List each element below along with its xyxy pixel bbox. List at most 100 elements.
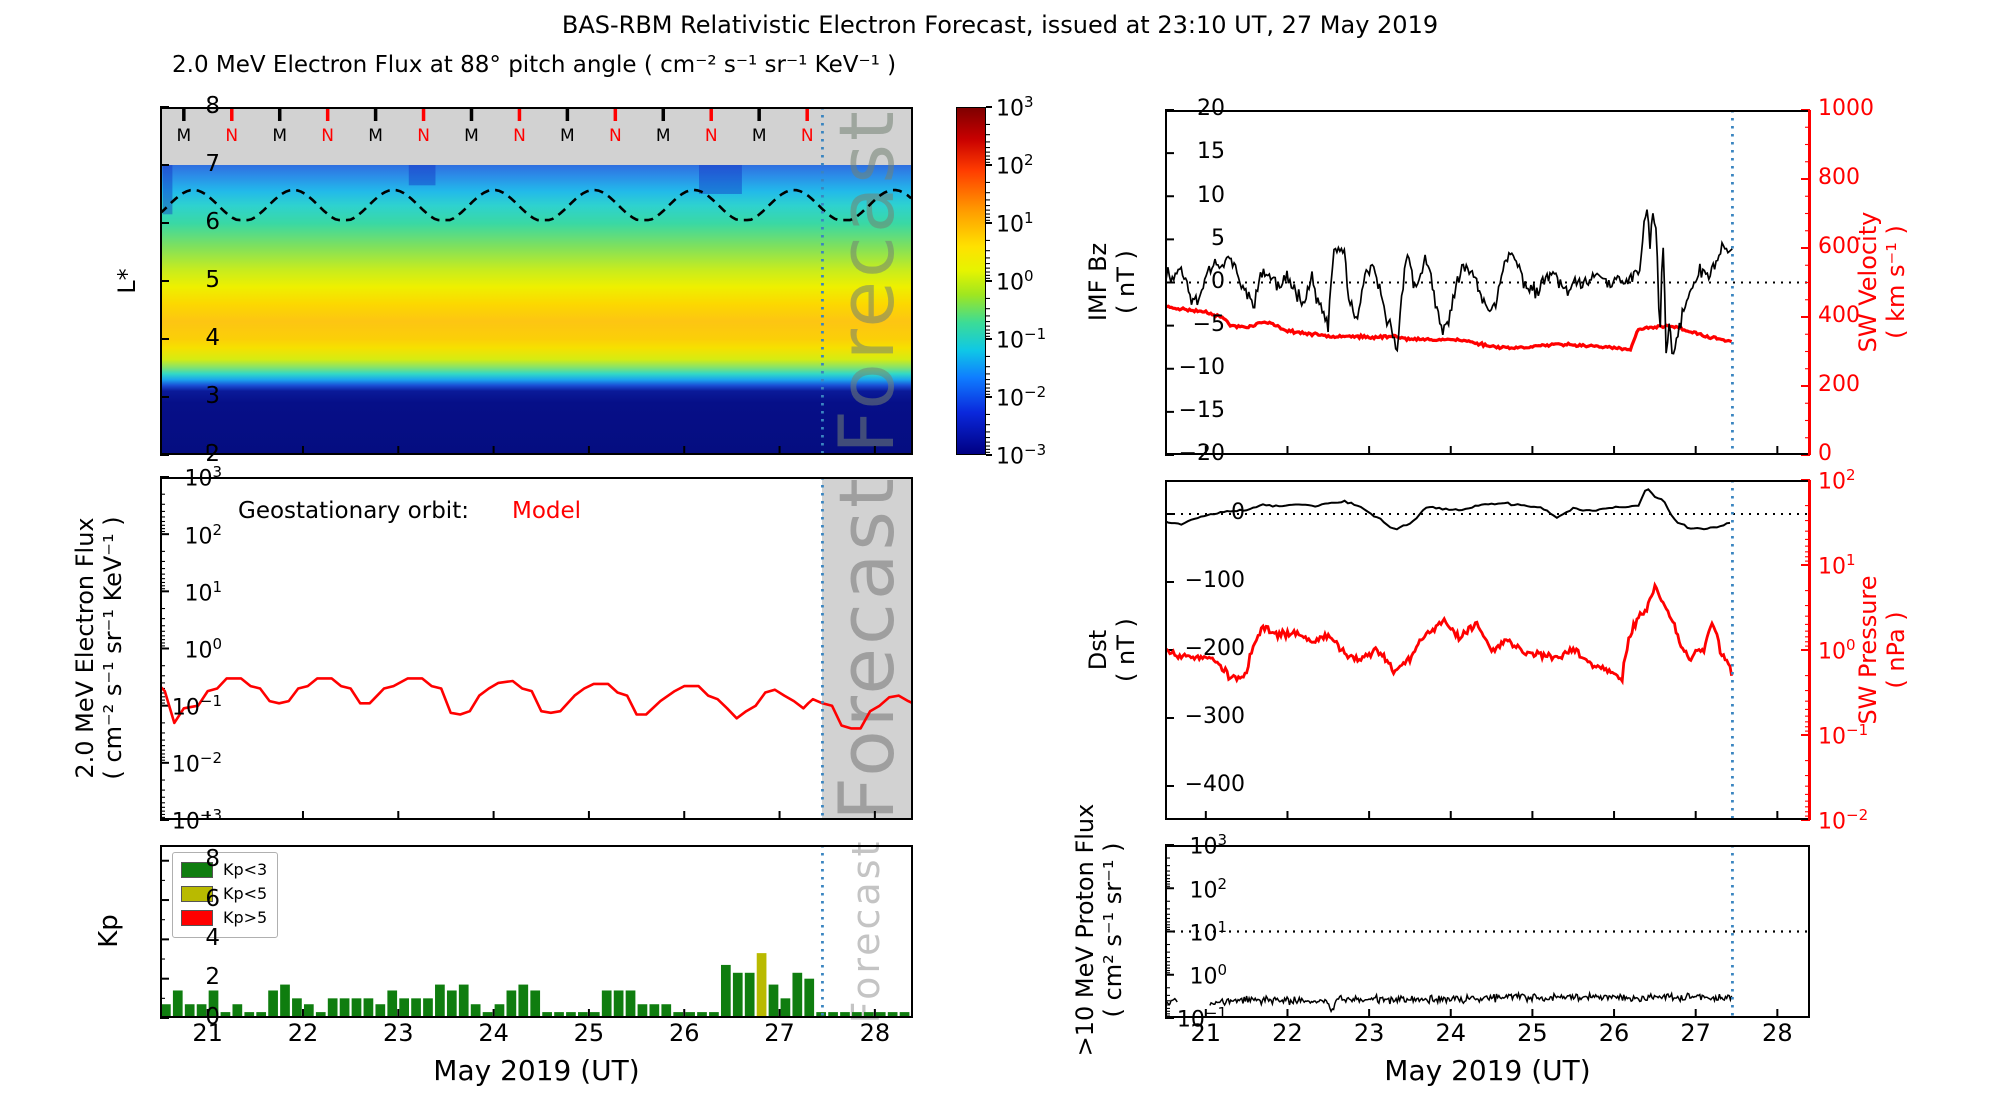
kp-bar: [780, 998, 791, 1017]
velocity-axis-spine: [1807, 110, 1811, 455]
kp-ytick-label: 6: [205, 885, 220, 912]
mlt-band-label: M: [560, 126, 575, 147]
kp-bar: [613, 990, 624, 1017]
kp-bar: [661, 1004, 672, 1017]
mlt-band-label: M: [176, 126, 192, 147]
kp-bar: [589, 1012, 600, 1017]
mlt-band-label: N: [704, 126, 718, 147]
proton-flux-line: [1165, 997, 1178, 1006]
kp-xlabel: May 2019 (UT): [433, 1054, 640, 1087]
mlt-band-label: N: [608, 126, 622, 147]
kp-bar: [709, 1012, 719, 1017]
colorbar-tick-label: 100: [996, 267, 1034, 296]
proton-xlabel: May 2019 (UT): [1384, 1054, 1591, 1087]
flux-ytick-label: 10−2: [171, 749, 222, 778]
geo-orbit-annotation: Geostationary orbit:: [238, 498, 469, 524]
electron-flux-heatmap: [160, 165, 913, 455]
pressure-axis-spine: [1807, 480, 1811, 820]
flux-ytick-label: 10−3: [171, 806, 222, 835]
kp-bar: [280, 984, 290, 1017]
kp-ytick-label: 0: [205, 1003, 220, 1030]
heatmap-dark-patch: [162, 165, 173, 215]
kp-bar: [196, 1004, 207, 1017]
kp-bar: [256, 1012, 267, 1017]
kp-bar: [792, 972, 803, 1017]
kp-bar: [387, 990, 398, 1017]
mlt-band-label: N: [417, 126, 430, 147]
bz-ytick-label: 15: [1197, 139, 1225, 165]
kp-bar: [697, 1012, 707, 1017]
proton-xtick-label: 27: [1680, 1019, 1711, 1048]
imf-bz-line: [1165, 209, 1733, 355]
kp-bar: [232, 1004, 243, 1017]
heatmap-ytick-label: 6: [205, 208, 220, 235]
kp-legend: Kp<3 Kp<5 Kp>5: [172, 852, 279, 938]
proton-xtick-label: 22: [1272, 1019, 1303, 1048]
kp-bar: [494, 1004, 505, 1017]
bz-ylabel: IMF Bz ( nT ): [1084, 242, 1140, 322]
kp-bar: [637, 1004, 648, 1017]
kp-legend-row-mid: Kp<5: [181, 884, 267, 903]
kp-bar: [518, 984, 529, 1017]
dst-ytick-label: −200: [1184, 636, 1245, 662]
mlt-band-label: M: [272, 126, 288, 147]
kp-xtick-label: 22: [287, 1019, 319, 1048]
kp-mid-label: Kp<5: [223, 884, 268, 903]
mlt-band-label: M: [751, 126, 767, 147]
kp-bar: [863, 1012, 874, 1017]
kp-xtick-label: 25: [573, 1019, 605, 1048]
sw-pressure-line: [1165, 581, 1733, 686]
heatmap-ylabel: L*: [113, 268, 142, 294]
kp-bar: [875, 1012, 886, 1017]
velocity-ytick-label: 0: [1818, 441, 1832, 467]
pressure-ytick-label: 10−2: [1818, 806, 1869, 835]
mlt-band-label: M: [368, 126, 383, 147]
mlt-band-label: M: [464, 126, 479, 147]
dst-ytick-label: 0: [1231, 500, 1245, 526]
mlt-band-label: N: [800, 126, 814, 147]
flux-ytick-label: 102: [184, 520, 222, 549]
kp-ytick-label: 2: [205, 964, 220, 991]
proton-flux-line: [1209, 990, 1733, 1014]
kp-bar: [673, 1012, 684, 1017]
flux-ytick-label: 101: [184, 577, 222, 607]
kp-bar: [435, 984, 445, 1017]
proton-xtick-label: 24: [1435, 1019, 1467, 1048]
bz-ytick-label: −10: [1178, 355, 1225, 381]
proton-xtick-label: 21: [1190, 1019, 1222, 1048]
velocity-ytick-label: 800: [1818, 165, 1860, 191]
kp-ytick-label: 4: [205, 925, 220, 952]
proton-xtick-label: 25: [1517, 1019, 1548, 1048]
proton-xtick-label: 26: [1598, 1019, 1630, 1048]
geostationary-orbit-line: [160, 188, 912, 222]
kp-xtick-label: 24: [478, 1019, 509, 1048]
colorbar-tick-label: 102: [996, 151, 1034, 180]
kp-bar: [172, 990, 183, 1017]
heatmap-title: 2.0 MeV Electron Flux at 88° pitch angle…: [172, 52, 897, 78]
pressure-ytick-label: 101: [1818, 551, 1856, 580]
kp-bar: [768, 984, 779, 1017]
kp-bar: [208, 990, 219, 1017]
kp-bar: [161, 1004, 171, 1017]
kp-bar: [887, 1012, 898, 1017]
kp-bar: [458, 984, 469, 1017]
dst-line: [1165, 488, 1731, 531]
bz-ytick-label: 0: [1211, 268, 1225, 294]
proton-ytick-label: 102: [1189, 874, 1227, 903]
kp-bar: [840, 1012, 850, 1017]
bz-ytick-label: 10: [1197, 182, 1225, 208]
kp-bar: [506, 990, 517, 1017]
kp-bar: [327, 998, 338, 1017]
kp-legend-row-low: Kp<3: [181, 860, 267, 879]
flux-ytick-label: 103: [184, 463, 222, 492]
proton-ylabel: >10 MeV Proton Flux ( cm² s⁻¹ sr⁻¹ ): [1071, 803, 1127, 1057]
kp-ytick-label: 8: [205, 846, 220, 873]
kp-bar: [351, 998, 362, 1017]
kp-xtick-label: 27: [764, 1019, 795, 1048]
kp-bar: [685, 1012, 695, 1017]
electron-flux-model-line: [160, 677, 913, 730]
kp-bar: [566, 1012, 576, 1017]
kp-bar: [720, 964, 731, 1017]
kp-bar: [292, 998, 302, 1017]
